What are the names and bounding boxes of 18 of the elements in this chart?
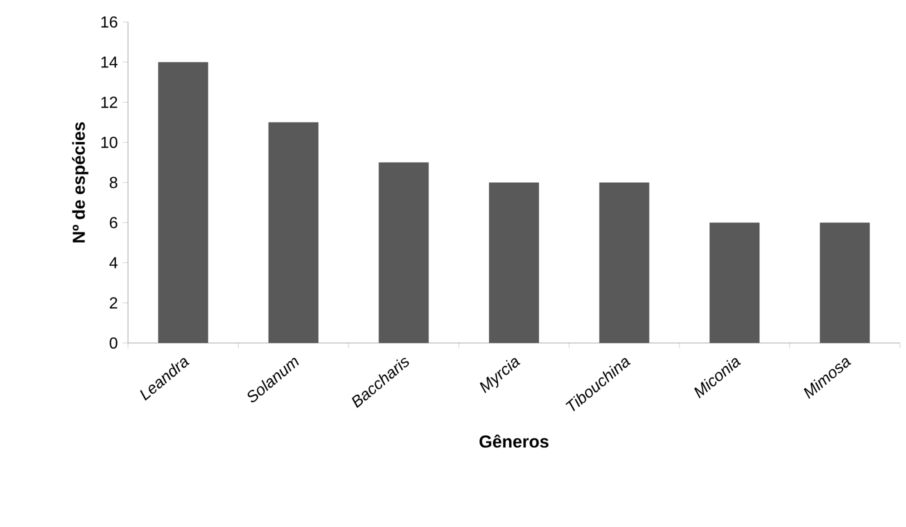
bar — [599, 182, 650, 343]
bar — [268, 122, 318, 343]
y-tick-label: 12 — [101, 96, 118, 108]
y-tick-label: 2 — [110, 297, 118, 308]
bar — [489, 182, 539, 343]
bar — [378, 162, 429, 343]
y-tick-label: 10 — [101, 136, 118, 148]
y-axis-title: Nº de espécies — [72, 122, 88, 242]
y-tick-label: 14 — [101, 56, 118, 68]
bar — [710, 222, 760, 343]
bar — [158, 62, 208, 343]
x-axis-title: Gêneros — [480, 434, 548, 448]
bar — [820, 222, 870, 343]
y-tick-label: 16 — [101, 16, 118, 28]
y-tick-label: 6 — [110, 216, 118, 228]
y-tick-label: 0 — [110, 337, 118, 349]
y-tick-label: 4 — [109, 257, 118, 268]
y-tick-label: 8 — [110, 176, 118, 188]
